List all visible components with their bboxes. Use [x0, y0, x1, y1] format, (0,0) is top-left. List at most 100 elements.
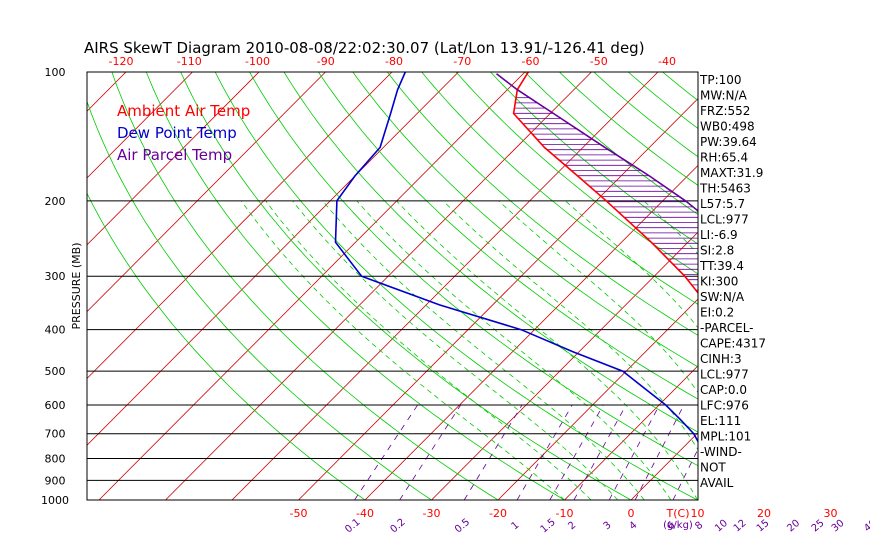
index-item: PW:39.64 [700, 135, 757, 149]
index-item: RH:65.4 [700, 151, 748, 165]
dry-adiabat-line [662, 72, 698, 101]
mixing-ratio-tick-label: 6 [665, 520, 677, 533]
pressure-tick-label: 800 [45, 453, 66, 466]
dry-adiabat-line [490, 72, 698, 245]
top-temp-tick-label: -40 [658, 55, 676, 68]
pressure-tick-label: 600 [45, 399, 66, 412]
dry-adiabat-line [386, 72, 698, 336]
mixing-ratio-line [672, 448, 698, 500]
bottom-temp-tick-label: -20 [489, 507, 507, 520]
isotherm-line [831, 72, 870, 500]
profile-lines [334, 72, 698, 444]
ambient-temp-line [512, 72, 698, 295]
mixing-ratio-line [608, 404, 660, 500]
dry-adiabat-line [455, 72, 698, 275]
mixing-ratio-line [516, 404, 573, 500]
top-temp-tick-label: -50 [590, 55, 608, 68]
mixing-ratio-line [840, 405, 870, 500]
top-temp-tick-label: -80 [385, 55, 403, 68]
isotherm-line [87, 72, 459, 446]
index-item: TT:39.4 [699, 259, 744, 273]
isotherm-line [431, 231, 698, 500]
grid-lines [87, 72, 870, 500]
top-temp-tick-label: -110 [177, 55, 202, 68]
bottom-temp-tick-label: -30 [423, 507, 441, 520]
mixing-ratio-line [463, 404, 523, 500]
index-item: SW:N/A [700, 290, 745, 304]
mixing-ratio-line [354, 404, 418, 500]
isotherm-line [87, 72, 193, 179]
top-temp-tick-label: -90 [317, 55, 335, 68]
dry-adiabat-line [87, 100, 432, 500]
pressure-tick-label: 400 [45, 324, 66, 337]
moist-adiabat-line [396, 200, 698, 500]
mixing-ratio-unit: (g/kg) [663, 520, 693, 531]
dry-adiabat-line [249, 72, 698, 467]
pressure-tick-label: 200 [45, 195, 66, 208]
mixing-ratio-tick-label: 15 [755, 518, 772, 535]
index-item: -WIND- [700, 445, 742, 459]
index-item: CINH:3 [700, 352, 742, 366]
index-item: TH:5463 [699, 182, 751, 196]
index-item: KI:300 [700, 275, 738, 289]
isotherm-line [564, 365, 698, 500]
mixing-ratio-line [399, 404, 461, 500]
bottom-temp-tick-label: -40 [356, 507, 374, 520]
mixing-ratio-tick-label: 12 [732, 518, 749, 535]
dry-adiabat-line [111, 72, 499, 500]
mixing-ratio-tick-label: 0.5 [453, 517, 472, 536]
mixing-ratio-line [742, 405, 785, 500]
mixing-ratio-tick-label: 25 [810, 518, 827, 535]
dry-adiabat-line [421, 72, 698, 305]
isotherm-line [87, 72, 326, 313]
pressure-tick-label: 1000 [41, 494, 69, 507]
mixing-ratio-tick-label: 8 [693, 520, 705, 533]
index-item: L57:5.7 [700, 197, 745, 211]
index-item: -PARCEL- [700, 321, 754, 335]
dry-adiabat-line [800, 72, 870, 500]
mixing-ratio-line [765, 405, 806, 500]
top-temp-tick-label: -120 [109, 55, 134, 68]
index-item: FRZ:552 [700, 104, 750, 118]
isotherm-line [165, 72, 592, 500]
index-item: MAXT:31.9 [700, 166, 763, 180]
mixing-ratio-line [634, 404, 685, 500]
mixing-ratio-tick-label: 40 [862, 518, 870, 535]
dry-adiabat-line [559, 72, 698, 186]
bottom-temp-tick-label: 10 [691, 507, 705, 520]
top-temp-tick-label: -100 [245, 55, 270, 68]
legend: Ambient Air Temp Dew Point Temp Air Parcel… [117, 102, 250, 164]
index-item: TP:100 [699, 73, 742, 87]
dry-adiabat-line [524, 72, 698, 216]
mixing-ratio-tick-label: 10 [713, 518, 730, 535]
mixing-ratio-tick-label: 1 [510, 520, 522, 533]
bottom-temp-tick-label: -10 [556, 507, 574, 520]
index-item: CAP:0.0 [700, 383, 747, 397]
dewpoint-line [334, 72, 698, 444]
mixing-ratio-tick-label: 3 [602, 520, 614, 533]
index-item: LI:-6.9 [700, 228, 738, 242]
legend-item: Ambient Air Temp [117, 102, 250, 120]
pressure-tick-label: 100 [45, 66, 66, 79]
dry-adiabat-line [283, 72, 698, 433]
top-temp-tick-label: -60 [522, 55, 540, 68]
index-item: LFC:976 [700, 399, 749, 413]
bottom-temp-tick-label: 0 [628, 507, 635, 520]
bottom-axis-unit: T(C) [666, 507, 690, 520]
isotherm-line [764, 72, 870, 500]
index-item: NOT [700, 461, 726, 475]
mixing-ratio-tick-label: 2 [566, 520, 578, 533]
dry-adiabat-line [180, 72, 632, 500]
index-item: EL:111 [700, 414, 741, 428]
top-temp-tick-label: -70 [453, 55, 471, 68]
isotherm-line [298, 98, 698, 500]
index-item: SI:2.8 [700, 244, 734, 258]
isotherm-line [231, 72, 659, 500]
legend-item: Dew Point Temp [117, 124, 237, 142]
parcel-temp-line [496, 73, 698, 212]
moist-adiabat-line [808, 201, 857, 500]
mixing-ratio-tick-label: 0.2 [388, 517, 407, 536]
dry-adiabat-line [145, 72, 565, 500]
mixing-ratio-line [820, 405, 858, 500]
